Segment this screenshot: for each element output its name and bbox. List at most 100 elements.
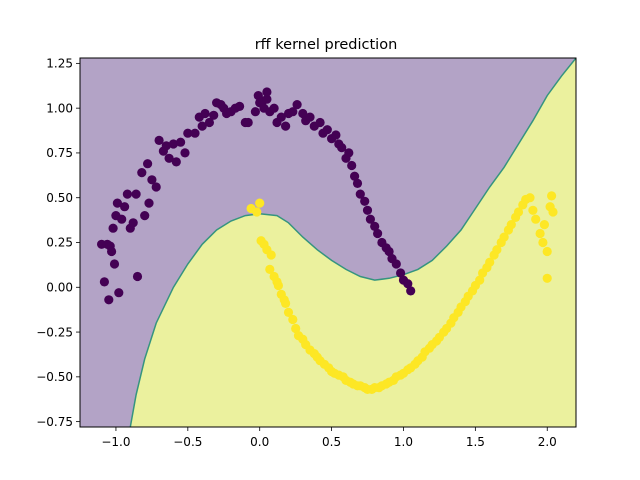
y-tick-label: −0.50 bbox=[36, 370, 73, 384]
y-tick-label: 0.50 bbox=[46, 191, 73, 205]
class-0-point bbox=[322, 125, 332, 135]
class-1-point bbox=[531, 214, 541, 224]
class-0-point bbox=[176, 137, 186, 147]
class-0-point bbox=[108, 223, 118, 233]
class-0-point bbox=[373, 228, 383, 239]
class-1-point bbox=[265, 264, 275, 274]
class-0-point bbox=[235, 101, 245, 111]
chart-title: rff kernel prediction bbox=[255, 37, 398, 53]
class-0-point bbox=[298, 108, 308, 119]
class-1-point bbox=[539, 220, 550, 230]
class-0-point bbox=[197, 121, 207, 131]
class-0-point bbox=[128, 218, 138, 228]
class-0-point bbox=[132, 271, 143, 282]
class-1-point bbox=[548, 207, 558, 217]
class-0-point bbox=[140, 211, 150, 221]
class-0-point bbox=[337, 143, 347, 153]
class-0-point bbox=[114, 288, 124, 298]
class-1-point bbox=[252, 207, 262, 217]
class-1-point bbox=[255, 198, 265, 208]
class-0-point bbox=[161, 141, 171, 151]
x-tick-label: 0.5 bbox=[322, 435, 341, 449]
class-1-point bbox=[291, 323, 301, 334]
class-0-point bbox=[331, 130, 341, 140]
class-0-point bbox=[276, 112, 286, 122]
class-0-point bbox=[120, 202, 130, 212]
class-0-point bbox=[352, 178, 363, 188]
class-0-point bbox=[151, 182, 161, 192]
class-0-point bbox=[209, 110, 219, 120]
class-1-point bbox=[547, 191, 557, 201]
class-0-point bbox=[292, 100, 302, 110]
class-1-point bbox=[266, 250, 276, 260]
class-0-point bbox=[164, 153, 174, 163]
class-0-point bbox=[104, 295, 114, 305]
class-0-point bbox=[131, 189, 141, 199]
class-0-point bbox=[147, 175, 157, 185]
class-0-point bbox=[384, 246, 394, 257]
plot-area bbox=[80, 58, 576, 427]
class-0-point bbox=[347, 160, 357, 171]
class-1-point bbox=[525, 193, 535, 203]
class-1-point bbox=[288, 314, 298, 325]
class-0-point bbox=[168, 139, 178, 149]
class-0-point bbox=[262, 94, 272, 104]
class-1-point bbox=[281, 298, 291, 308]
y-tick-label: 0.00 bbox=[46, 280, 73, 294]
x-axis: −1.0 −0.5 0.0 0.5 1.0 1.5 2.0 bbox=[101, 427, 557, 449]
class-0-point bbox=[200, 108, 210, 119]
class-0-point bbox=[154, 135, 164, 145]
class-0-point bbox=[305, 112, 315, 122]
class-1-point bbox=[283, 307, 294, 317]
class-0-point bbox=[355, 189, 365, 199]
class-1-point bbox=[535, 228, 545, 239]
class-0-point bbox=[262, 87, 272, 97]
class-0-point bbox=[137, 168, 147, 178]
class-0-point bbox=[122, 189, 132, 199]
y-tick-label: 0.25 bbox=[46, 236, 73, 250]
x-tick-label: −0.5 bbox=[173, 435, 202, 449]
class-1-point bbox=[492, 245, 502, 255]
class-0-point bbox=[112, 198, 122, 208]
class-1-point bbox=[485, 257, 495, 267]
scatter-points bbox=[97, 87, 558, 394]
class-0-point bbox=[288, 107, 298, 117]
class-0-point bbox=[406, 286, 416, 296]
class-0-point bbox=[315, 117, 325, 128]
class-0-point bbox=[281, 121, 291, 131]
class-0-point bbox=[391, 259, 401, 269]
class-0-point bbox=[365, 214, 375, 224]
class-0-point bbox=[243, 117, 253, 128]
class-0-point bbox=[117, 214, 127, 224]
class-0-point bbox=[269, 103, 279, 113]
class-0-point bbox=[204, 117, 214, 128]
class-1-point bbox=[499, 232, 509, 242]
class-0-point bbox=[362, 205, 373, 215]
class-1-point bbox=[528, 205, 538, 215]
x-tick-label: 2.0 bbox=[538, 435, 557, 449]
decision-boundary bbox=[129, 58, 576, 427]
x-tick-label: −1.0 bbox=[101, 435, 130, 449]
class-0-point bbox=[144, 198, 154, 208]
class-0-point bbox=[190, 128, 200, 138]
class-0-point bbox=[350, 171, 360, 181]
y-tick-label: −0.75 bbox=[36, 415, 73, 429]
class-1-point bbox=[506, 220, 516, 230]
class-1-point bbox=[273, 280, 283, 291]
class-0-point bbox=[183, 128, 193, 138]
class-0-point bbox=[396, 268, 406, 278]
y-tick-label: 0.75 bbox=[46, 146, 73, 160]
class-0-point bbox=[403, 279, 413, 289]
class-0-point bbox=[107, 246, 117, 257]
class-1-point bbox=[475, 275, 485, 285]
class-0-point bbox=[143, 159, 153, 169]
y-tick-label: 1.00 bbox=[46, 101, 73, 115]
class-0-point bbox=[99, 277, 109, 287]
class-0-point bbox=[171, 157, 181, 167]
y-tick-label: −0.25 bbox=[36, 325, 73, 339]
class-0-point bbox=[250, 107, 260, 117]
class-1-point bbox=[542, 246, 552, 257]
class-1-point bbox=[542, 273, 552, 283]
class-0-point bbox=[370, 221, 380, 231]
